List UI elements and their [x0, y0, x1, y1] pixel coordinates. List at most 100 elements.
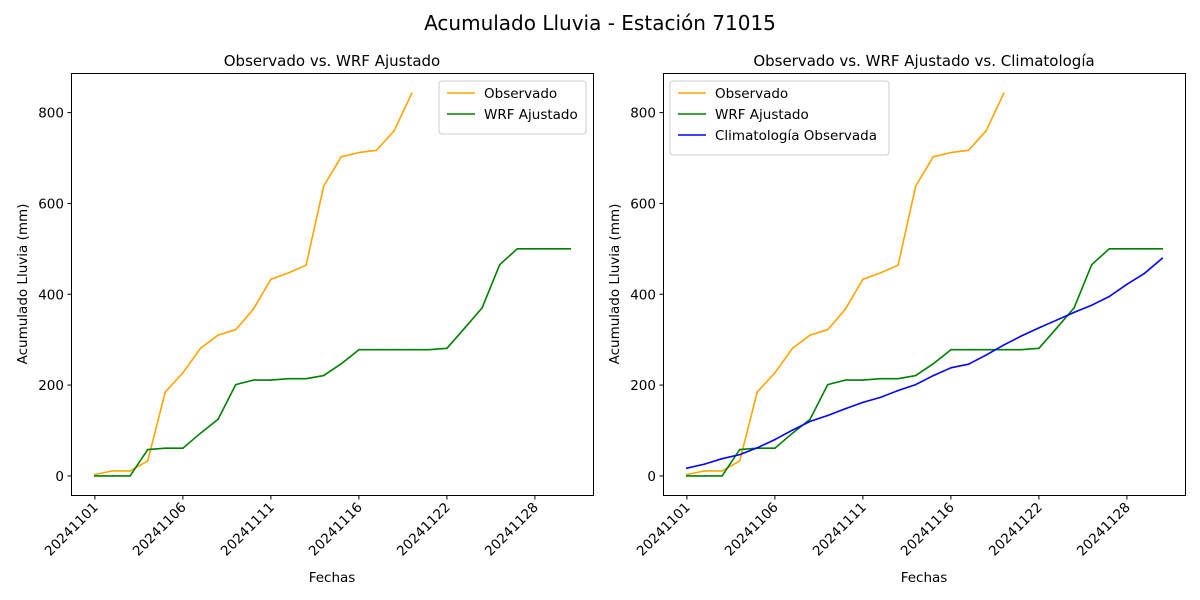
data-point-wrf-ajustado	[129, 475, 131, 477]
y-axis-label: Acumulado Lluvia (mm)	[607, 204, 623, 365]
data-point-observado	[129, 470, 131, 472]
data-point-wrf-ajustado	[164, 447, 167, 450]
data-point-climatologia-observada	[756, 446, 759, 449]
data-point-climatologia-observada	[1108, 295, 1111, 298]
data-point-climatologia-observada	[879, 396, 882, 399]
data-point-wrf-ajustado	[967, 348, 970, 351]
legend: Observado WRF Ajustado Climatología Observ…	[669, 80, 890, 156]
data-point-observado	[879, 272, 882, 274]
data-point-wrf-ajustado	[234, 383, 237, 386]
y-tick-label: 400	[630, 287, 656, 303]
data-point-climatologia-observada	[1020, 335, 1023, 337]
data-point-observado	[410, 92, 413, 95]
legend-label-wrf-ajustado: WRF Ajustado	[715, 107, 809, 123]
data-point-observado	[217, 334, 219, 336]
legend-label-climatologia-observada: Climatología Observada	[715, 128, 877, 144]
data-point-climatologia-observada	[897, 389, 899, 392]
data-point-wrf-ajustado	[199, 432, 202, 435]
data-point-climatologia-observada	[862, 401, 864, 404]
data-point-wrf-ajustado	[844, 379, 847, 381]
data-point-observado	[791, 347, 794, 350]
data-point-observado	[234, 328, 237, 331]
data-point-observado	[686, 473, 688, 476]
data-point-climatologia-observada	[1038, 327, 1040, 329]
x-tick-label: 20241101	[634, 500, 694, 560]
data-point-wrf-ajustado	[1126, 248, 1128, 250]
data-point-wrf-ajustado	[721, 475, 723, 477]
data-point-observado	[111, 470, 114, 472]
data-point-observado	[985, 129, 987, 132]
data-point-wrf-ajustado	[569, 248, 571, 250]
legend-label-observado: Observado	[715, 86, 788, 102]
data-point-observado	[738, 460, 741, 462]
data-point-wrf-ajustado	[393, 348, 395, 351]
data-point-climatologia-observada	[1143, 272, 1146, 275]
x-tick-label: 20241106	[722, 500, 782, 560]
data-point-wrf-ajustado	[410, 348, 413, 351]
legend-box	[669, 80, 890, 156]
data-point-wrf-ajustado	[914, 374, 917, 377]
plot-area: 0 200 400 600 800 20241101 20241106 20241111 202…	[38, 92, 571, 559]
panel-title: Observado vs. WRF Ajustado	[224, 52, 440, 70]
series-line-observado	[93, 92, 413, 476]
data-point-observado	[375, 149, 378, 152]
data-point-observado	[862, 278, 864, 281]
data-point-climatologia-observada	[1090, 304, 1093, 306]
data-point-climatologia-observada	[1002, 344, 1005, 346]
data-point-observado	[826, 328, 829, 331]
axes-frame	[663, 73, 1186, 496]
data-point-wrf-ajustado	[932, 362, 935, 365]
data-point-climatologia-observada	[1073, 311, 1075, 314]
data-point-climatologia-observada	[686, 467, 688, 470]
data-point-wrf-ajustado	[340, 362, 343, 365]
data-point-wrf-ajustado	[498, 263, 501, 266]
data-point-wrf-ajustado	[146, 448, 149, 451]
data-point-wrf-ajustado	[950, 348, 952, 351]
data-point-wrf-ajustado	[879, 377, 882, 380]
data-point-wrf-ajustado	[1073, 307, 1075, 309]
legend: Observado WRF Ajustado	[438, 80, 587, 135]
data-point-observado	[146, 460, 149, 462]
x-tick-label: 20241116	[898, 500, 958, 560]
data-point-wrf-ajustado	[375, 348, 378, 351]
data-point-wrf-ajustado	[217, 418, 219, 420]
data-point-wrf-ajustado	[428, 348, 431, 351]
y-tick-label: 600	[630, 196, 656, 212]
data-point-climatologia-observada	[738, 453, 741, 456]
y-tick-label: 0	[647, 469, 656, 485]
data-point-observado	[340, 155, 343, 158]
data-point-observado	[967, 149, 970, 152]
data-point-wrf-ajustado	[862, 379, 864, 381]
data-point-wrf-ajustado	[270, 379, 272, 381]
x-tick-label: 20241128	[1074, 500, 1134, 560]
data-point-wrf-ajustado	[1161, 248, 1163, 250]
data-point-wrf-ajustado	[551, 248, 554, 250]
y-tick-label: 0	[55, 469, 64, 485]
data-point-wrf-ajustado	[791, 432, 794, 435]
y-tick-label: 400	[38, 287, 64, 303]
data-point-wrf-ajustado	[1002, 348, 1005, 351]
plot-area: 0 200 400 600 800 20241101 20241106 20241111 202…	[630, 92, 1164, 560]
y-tick-label: 200	[630, 378, 656, 394]
x-tick-label: 20241122	[986, 500, 1046, 560]
axes-frame	[71, 73, 594, 496]
data-point-observado	[914, 185, 917, 187]
data-point-wrf-ajustado	[305, 377, 307, 380]
x-axis-label: Fechas	[309, 570, 356, 586]
data-point-observado	[756, 391, 759, 393]
data-point-observado	[809, 334, 811, 336]
x-tick-label: 20241111	[810, 500, 870, 560]
data-point-wrf-ajustado	[322, 374, 325, 377]
data-point-wrf-ajustado	[1143, 248, 1146, 250]
legend-label-wrf-ajustado: WRF Ajustado	[484, 107, 578, 123]
data-point-climatologia-observada	[826, 414, 829, 417]
data-point-wrf-ajustado	[1090, 263, 1093, 266]
data-point-climatologia-observada	[932, 374, 935, 377]
data-point-observado	[199, 347, 202, 350]
chart-panel-observado-wrf-climatologia: Observado vs. WRF Ajustado vs. Climatolo…	[607, 52, 1186, 586]
data-point-wrf-ajustado	[897, 377, 899, 380]
data-point-wrf-ajustado	[111, 475, 114, 477]
data-point-observado	[164, 391, 167, 393]
data-point-observado	[358, 151, 360, 154]
